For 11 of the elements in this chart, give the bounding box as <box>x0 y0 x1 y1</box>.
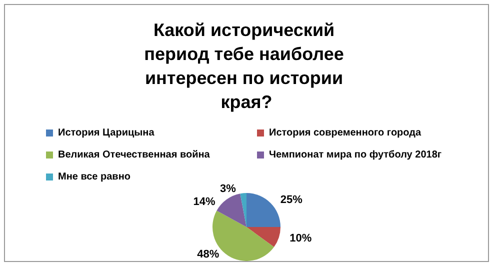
data-label: 14% <box>193 196 216 208</box>
legend-label: Мне все равно <box>58 172 130 182</box>
data-label: 48% <box>197 248 220 260</box>
legend-label: История Царицына <box>58 128 155 138</box>
legend-label: История современного города <box>269 128 422 138</box>
legend-label: Чемпионат мира по футболу 2018г <box>269 150 442 160</box>
data-label: 25% <box>280 194 303 206</box>
data-label: 10% <box>290 232 312 245</box>
data-label: 3% <box>220 183 236 196</box>
chart-title: Какой исторический период тебе наиболее интересен по истории края? <box>144 20 349 112</box>
legend-label: Великая Отечественная война <box>58 150 210 160</box>
